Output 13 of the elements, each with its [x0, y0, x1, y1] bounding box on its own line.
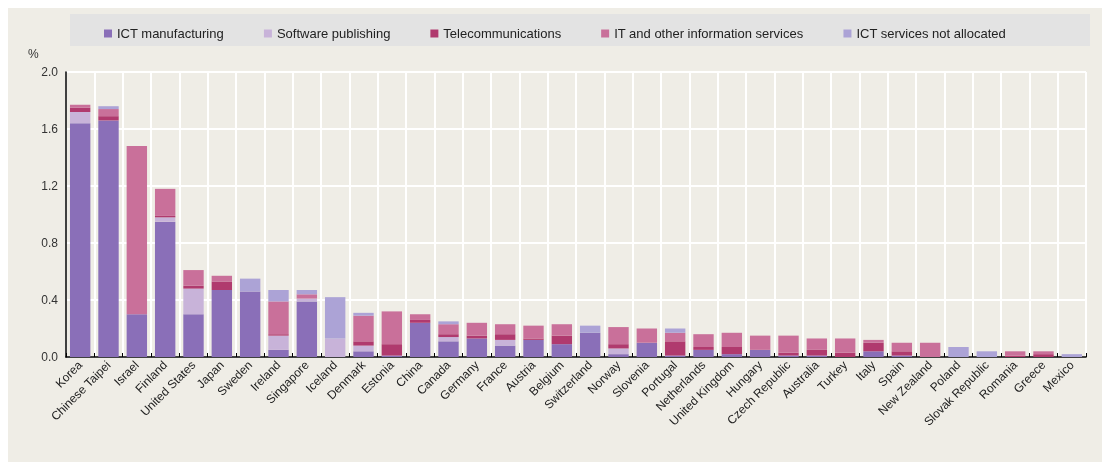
- y-tick-label: 1.6: [41, 122, 59, 136]
- y-tick-label: 1.2: [41, 179, 59, 193]
- legend-label: ICT manufacturing: [116, 26, 224, 41]
- x-tick-label: Italy: [853, 358, 879, 384]
- y-tick-label: 0.0: [41, 350, 59, 364]
- y-tick-label: 2.0: [41, 65, 59, 79]
- legend-label: Telecommunications: [443, 26, 562, 41]
- y-axis-title: %: [28, 47, 39, 61]
- legend-label: ICT services not allocated: [856, 26, 1006, 41]
- y-tick-label: 0.8: [41, 236, 59, 250]
- legend-label: IT and other information services: [614, 26, 804, 41]
- y-tick-label: 0.4: [41, 293, 59, 307]
- legend-label: Software publishing: [276, 26, 391, 41]
